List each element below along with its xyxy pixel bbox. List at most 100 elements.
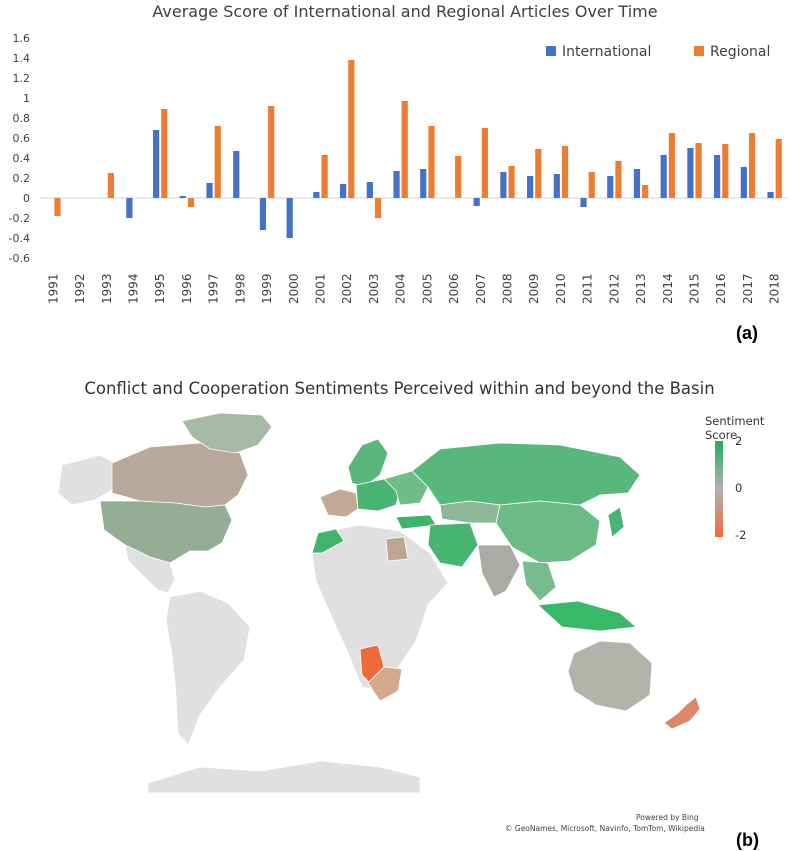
bar-international-1994 xyxy=(126,198,133,218)
legend-title: Sentiment Score xyxy=(705,414,765,442)
legend-label-regional: Regional xyxy=(710,44,770,60)
bar-regional-2017 xyxy=(748,133,756,198)
scale-label-mid: 0 xyxy=(735,481,743,495)
scale-label-max: 2 xyxy=(735,434,743,448)
bar-regional-1996 xyxy=(187,198,195,207)
bar-international-2014 xyxy=(660,155,667,198)
map-region-indonesia xyxy=(537,600,637,632)
x-axis: 1991 1992 1993 1994 1995 1996 1997 1998 1999 2000… xyxy=(46,273,781,304)
x-tick-label: 2010 xyxy=(554,273,568,304)
x-tick-label: 2011 xyxy=(581,273,595,304)
map-region-india xyxy=(477,544,521,598)
x-tick-label: 2009 xyxy=(527,273,541,304)
map-region-southeast-asia xyxy=(521,560,557,602)
bar-international-1996 xyxy=(179,196,186,198)
map-title: Conflict and Cooperation Sentiments Perc… xyxy=(84,379,715,398)
bar-regional-2007 xyxy=(481,128,488,198)
x-tick-label: 2006 xyxy=(447,273,461,304)
bar-international-2011 xyxy=(580,198,587,207)
legend-swatch-regional xyxy=(694,46,704,56)
bar-international-1998 xyxy=(233,151,240,198)
bar-international-2007 xyxy=(473,198,480,206)
bar-regional-1995 xyxy=(161,109,168,198)
map-region-antarctica xyxy=(147,760,421,794)
chart-title: Average Score of International and Regio… xyxy=(152,2,657,21)
map-region-scandinavia xyxy=(347,438,389,488)
y-tick-label: 0.2 xyxy=(13,172,31,185)
x-tick-label: 2000 xyxy=(287,273,301,304)
x-tick-label: 2012 xyxy=(607,273,621,304)
map-region-canada xyxy=(111,442,249,508)
legend-label-international: International xyxy=(562,44,651,60)
bar-regional-2016 xyxy=(722,144,729,198)
map-attribution-powered-by: Powered by Bing xyxy=(636,813,699,822)
map-region-morocco xyxy=(311,528,345,554)
x-tick-label: 1999 xyxy=(260,273,274,304)
x-tick-label: 1991 xyxy=(46,273,60,304)
x-tick-label: 2005 xyxy=(420,273,434,304)
x-tick-label: 2008 xyxy=(501,273,515,304)
y-tick-label: 0.6 xyxy=(13,132,31,145)
map-region-middle-east xyxy=(427,522,479,568)
bar-regional-1991 xyxy=(54,198,61,216)
bar-regional-2004 xyxy=(401,101,408,198)
bar-regional-2010 xyxy=(561,146,569,198)
bar-international-2000 xyxy=(286,198,293,238)
map-region-western-europe xyxy=(319,488,359,518)
y-tick-label: 1.6 xyxy=(13,32,31,45)
x-tick-label: 2013 xyxy=(634,273,648,304)
x-tick-label: 1995 xyxy=(153,273,167,304)
y-tick-label: 1 xyxy=(23,92,30,105)
bar-regional-2018 xyxy=(775,139,782,198)
x-tick-label: 2017 xyxy=(741,273,755,304)
bar-international-1995 xyxy=(153,130,160,198)
bar-regional-2008 xyxy=(508,166,515,198)
bar-international-2017 xyxy=(740,167,747,198)
bar-international-2010 xyxy=(553,174,560,198)
y-tick-label: 1.2 xyxy=(13,72,31,85)
map-region-japan xyxy=(607,506,625,538)
scale-label-min: -2 xyxy=(735,528,747,542)
bar-international-2018 xyxy=(767,192,774,198)
map-region-russia xyxy=(411,442,641,506)
y-tick-label: 0 xyxy=(23,192,30,205)
y-tick-label: -0.6 xyxy=(9,252,30,265)
map-region-south-america xyxy=(165,590,251,746)
bar-international-2004 xyxy=(393,171,400,198)
bar-international-2003 xyxy=(366,182,373,198)
map-region-africa xyxy=(311,524,449,692)
y-tick-label: 0.4 xyxy=(13,152,31,165)
map-region-egypt xyxy=(385,536,409,562)
bar-international-2016 xyxy=(714,155,721,198)
x-tick-label: 2003 xyxy=(367,273,381,304)
x-tick-label: 1998 xyxy=(233,273,247,304)
bar-international-2009 xyxy=(527,176,534,198)
bar-regional-2005 xyxy=(428,126,435,198)
world-map xyxy=(57,412,700,794)
bar-international-2008 xyxy=(500,172,507,198)
bar-international-2002 xyxy=(340,184,347,198)
bar-international-2013 xyxy=(633,169,641,198)
map-region-new-zealand xyxy=(663,696,700,730)
bar-regional-2006 xyxy=(455,156,462,198)
bar-international-2001 xyxy=(313,192,320,198)
panel-label-b: (b) xyxy=(736,830,759,850)
map-region-china xyxy=(495,500,601,564)
bar-regional-1999 xyxy=(268,106,275,198)
x-tick-label: 2007 xyxy=(474,273,488,304)
bar-international-2015 xyxy=(687,148,694,198)
bar-international-1999 xyxy=(259,198,267,230)
x-tick-label: 2001 xyxy=(314,273,328,304)
map-region-greenland xyxy=(181,412,273,454)
map-region-australia xyxy=(567,640,653,712)
y-tick-label: 1.4 xyxy=(13,52,31,65)
map-region-south-africa xyxy=(367,666,403,702)
bar-international-1997 xyxy=(206,183,213,198)
x-tick-label: 1997 xyxy=(207,273,221,304)
map-attribution-sources: © GeoNames, Microsoft, Navinfo, TomTom, … xyxy=(505,824,705,833)
bar-regional-2012 xyxy=(615,161,622,198)
map-region-central-asia xyxy=(439,500,501,524)
legend: International Regional xyxy=(546,44,770,60)
bar-regional-2011 xyxy=(588,172,595,198)
x-tick-label: 2004 xyxy=(394,273,408,304)
